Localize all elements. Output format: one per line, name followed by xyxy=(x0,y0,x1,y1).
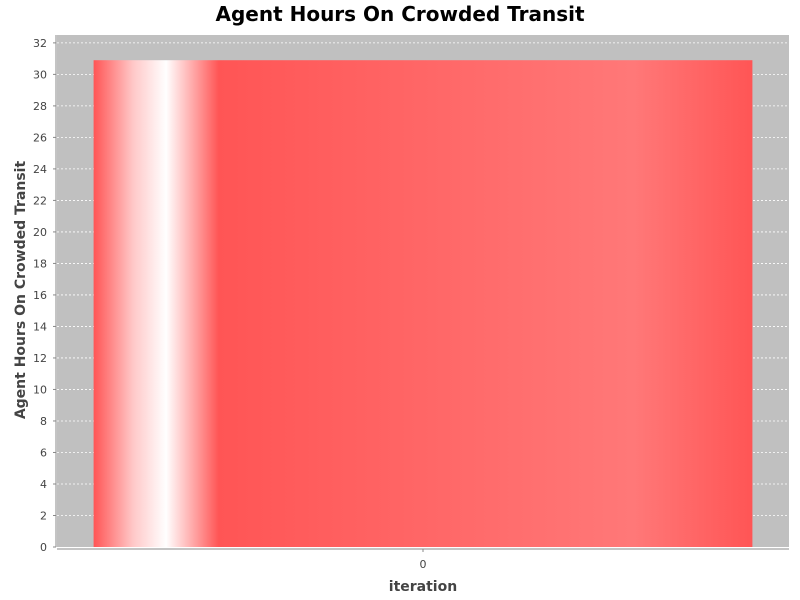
y-tick-label: 24 xyxy=(33,163,47,176)
y-axis-title: Agent Hours On Crowded Transit xyxy=(13,161,29,420)
bars xyxy=(93,60,753,548)
y-tick-label: 12 xyxy=(33,352,47,365)
y-tick-label: 0 xyxy=(40,541,47,554)
y-tick-label: 2 xyxy=(40,509,47,522)
y-tick-label: 10 xyxy=(33,383,47,396)
y-tick-label: 30 xyxy=(33,68,47,81)
y-tick-label: 4 xyxy=(40,478,47,491)
y-tick-label: 26 xyxy=(33,131,47,144)
y-tick-label: 28 xyxy=(33,100,47,113)
bar xyxy=(93,60,753,548)
y-tick-label: 22 xyxy=(33,194,47,207)
y-tick-label: 6 xyxy=(40,446,47,459)
chart-title: Agent Hours On Crowded Transit xyxy=(215,2,584,26)
y-tick-label: 18 xyxy=(33,257,47,270)
y-tick-label: 14 xyxy=(33,320,47,333)
y-tick-label: 32 xyxy=(33,37,47,50)
y-tick-label: 8 xyxy=(40,415,47,428)
x-ticks: 0 xyxy=(420,549,427,571)
y-tick-label: 20 xyxy=(33,226,47,239)
x-axis-title: iteration xyxy=(389,579,457,595)
x-tick-label: 0 xyxy=(420,558,427,571)
y-tick-label: 16 xyxy=(33,289,47,302)
